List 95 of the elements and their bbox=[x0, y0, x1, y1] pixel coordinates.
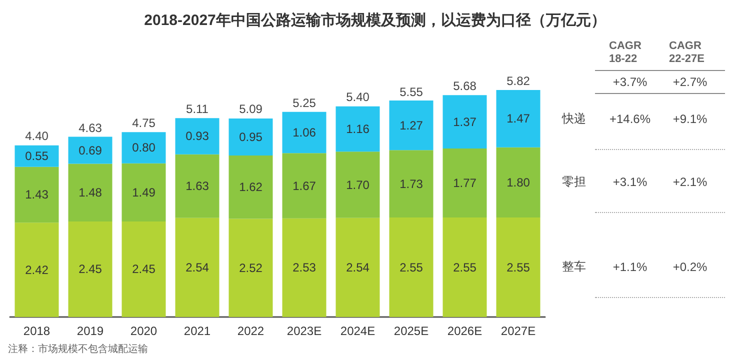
total-label: 4.75 bbox=[132, 116, 156, 130]
x-tick-label: 2022 bbox=[237, 324, 264, 338]
data-label: 0.95 bbox=[239, 130, 263, 144]
bar bbox=[175, 218, 220, 317]
data-label: 0.93 bbox=[186, 129, 210, 144]
x-tick-label: 2021 bbox=[184, 324, 211, 338]
data-label: 1.67 bbox=[292, 178, 316, 193]
total-label: 5.09 bbox=[239, 102, 262, 116]
bar bbox=[228, 118, 273, 156]
x-tick-label: 2023E bbox=[286, 324, 322, 338]
data-label: 0.55 bbox=[25, 149, 49, 164]
text: +9.1% bbox=[672, 112, 708, 126]
series-label: 零担 bbox=[562, 174, 586, 191]
bar bbox=[282, 153, 326, 218]
data-label: 1.27 bbox=[400, 118, 424, 132]
total-label: 5.82 bbox=[506, 74, 530, 88]
bar bbox=[228, 218, 273, 317]
data-label: 2.55 bbox=[453, 260, 477, 274]
x-tick-label: 2025E bbox=[394, 324, 429, 338]
bar bbox=[14, 222, 59, 317]
data-label: 2.42 bbox=[25, 262, 49, 277]
data-label: 0.69 bbox=[78, 143, 102, 158]
x-tick-label: 2027E bbox=[500, 324, 536, 338]
total-label: 5.40 bbox=[346, 90, 370, 104]
total-label: 4.40 bbox=[25, 129, 48, 144]
data-label: 1.63 bbox=[186, 179, 210, 194]
data-label: 2.55 bbox=[400, 260, 424, 274]
data-label: 1.47 bbox=[506, 112, 530, 126]
x-tick-label: 2019 bbox=[76, 324, 104, 338]
data-label: 0.80 bbox=[132, 140, 156, 155]
text: CAGR 22-27E bbox=[669, 40, 706, 66]
bar bbox=[122, 221, 166, 317]
data-label: 1.16 bbox=[346, 122, 370, 136]
data-label: 2.45 bbox=[78, 262, 102, 276]
bar bbox=[442, 148, 487, 218]
data-label: 1.48 bbox=[78, 186, 102, 200]
data-label: 1.49 bbox=[132, 185, 156, 200]
text: 注释：市场规模不包含城配运输 bbox=[8, 342, 148, 356]
data-label: 1.70 bbox=[346, 178, 370, 192]
bar bbox=[336, 218, 380, 317]
data-label: 1.73 bbox=[400, 176, 424, 191]
text: +1.1% bbox=[612, 260, 648, 274]
series-label: 快递 bbox=[562, 110, 586, 128]
data-label: 2.54 bbox=[186, 260, 210, 274]
bar bbox=[68, 136, 112, 164]
bar bbox=[389, 218, 434, 317]
total-label: 5.25 bbox=[292, 96, 316, 110]
text: +0.2% bbox=[672, 260, 708, 274]
bar bbox=[389, 100, 434, 150]
bar bbox=[282, 218, 326, 317]
bar bbox=[68, 164, 112, 222]
bar bbox=[496, 147, 540, 218]
bar bbox=[228, 156, 273, 219]
bar bbox=[442, 218, 487, 317]
data-label: 1.77 bbox=[453, 176, 477, 190]
data-label: 2.55 bbox=[506, 260, 530, 274]
data-label: 1.62 bbox=[239, 180, 263, 194]
data-label: 2.52 bbox=[239, 260, 263, 275]
bar bbox=[14, 145, 59, 167]
bar bbox=[122, 163, 166, 222]
text: +14.6% bbox=[609, 112, 651, 126]
data-label: 1.80 bbox=[506, 175, 530, 190]
total-label: 5.11 bbox=[186, 102, 208, 116]
bar bbox=[175, 118, 220, 154]
bar bbox=[14, 166, 59, 223]
total-label: 5.55 bbox=[400, 84, 423, 99]
data-label: 1.37 bbox=[453, 114, 477, 129]
bar bbox=[442, 95, 487, 149]
chart-title: 2018-2027年中国公路运输市场规模及预测，以运费为口径（万亿元） bbox=[144, 11, 606, 29]
x-tick-label: 2024E bbox=[340, 324, 376, 338]
bar bbox=[175, 154, 220, 218]
total-label: 4.63 bbox=[78, 120, 102, 135]
bar bbox=[389, 150, 434, 218]
total-label: 5.68 bbox=[453, 79, 476, 94]
text: +2.1% bbox=[672, 175, 708, 190]
bar bbox=[336, 152, 380, 218]
series-label: 整车 bbox=[562, 258, 586, 276]
text: +3.1% bbox=[612, 175, 648, 190]
bar bbox=[122, 132, 166, 164]
text: +2.7% bbox=[672, 75, 708, 89]
bar bbox=[68, 221, 112, 317]
data-label: 2.54 bbox=[346, 260, 370, 274]
data-label: 1.06 bbox=[292, 126, 316, 140]
bar bbox=[282, 112, 326, 154]
text: CAGR 18-22 bbox=[609, 40, 642, 66]
x-tick-label: 2018 bbox=[23, 324, 50, 338]
x-tick-label: 2020 bbox=[130, 324, 158, 338]
x-tick-label: 2026E bbox=[447, 324, 482, 338]
text: +3.7% bbox=[612, 75, 648, 89]
data-label: 2.45 bbox=[132, 262, 156, 276]
bar bbox=[496, 218, 540, 317]
data-label: 2.53 bbox=[292, 260, 316, 275]
bar bbox=[336, 106, 380, 152]
data-label: 1.43 bbox=[25, 188, 49, 202]
bar bbox=[496, 90, 540, 148]
